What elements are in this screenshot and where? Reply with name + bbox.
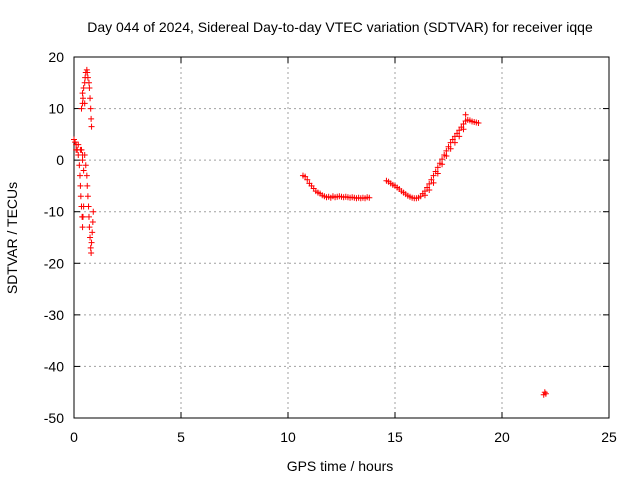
data-point (460, 121, 467, 128)
data-point (87, 244, 94, 251)
data-point (426, 180, 433, 187)
series-afternoon (383, 111, 482, 202)
data-point (542, 390, 549, 397)
data-point (77, 146, 84, 153)
data-point (82, 162, 89, 169)
x-axis-label: GPS time / hours (287, 458, 394, 474)
series-early-drop (71, 136, 97, 256)
data-point (85, 79, 92, 86)
data-point (439, 161, 446, 168)
y-tick-label: 20 (48, 49, 64, 65)
x-tick-label: 0 (70, 429, 78, 445)
plot-frame (73, 56, 610, 419)
data-point (447, 145, 454, 152)
series-outlier (540, 389, 549, 398)
data-point (84, 182, 91, 189)
data-point (79, 151, 86, 158)
data-point (434, 164, 441, 171)
data-point (84, 69, 91, 76)
y-tick-label: -10 (44, 204, 64, 220)
data-point (79, 224, 86, 231)
data-point (430, 172, 437, 179)
data-point (79, 157, 86, 164)
data-point (87, 234, 94, 241)
x-tick-label: 25 (601, 429, 617, 445)
x-tick-labels: 0 5 10 15 20 25 (70, 429, 617, 445)
data-point (87, 105, 94, 112)
data-point (86, 84, 93, 91)
data-point (426, 187, 433, 194)
data-point (443, 147, 450, 154)
series-midday (299, 172, 373, 202)
y-tick-label: -50 (44, 410, 64, 426)
data-point (84, 193, 91, 200)
axis-ticks (73, 56, 610, 419)
series-early-peak (78, 66, 95, 130)
data-point (71, 136, 77, 143)
data-point (89, 229, 96, 236)
data-point (85, 203, 92, 210)
data-point (80, 167, 87, 174)
data-point (72, 139, 79, 146)
y-tick-label: -40 (44, 358, 64, 374)
data-point (78, 105, 85, 112)
data-point (86, 224, 93, 231)
data-point (439, 156, 446, 163)
data-point (80, 84, 87, 91)
data-point (434, 170, 441, 177)
data-point (302, 173, 309, 180)
data-point (89, 219, 96, 226)
data-point (428, 176, 435, 183)
data-point (304, 176, 311, 183)
y-tick-label: 0 (56, 152, 64, 168)
data-point (88, 239, 95, 246)
y-tick-label: -30 (44, 307, 64, 323)
grid-lines (74, 57, 609, 418)
data-point (366, 194, 373, 201)
data-point (75, 141, 82, 148)
data-point (87, 95, 94, 102)
data-point (79, 213, 86, 220)
y-tick-label: -20 (44, 255, 64, 271)
data-point (460, 126, 467, 133)
data-point (456, 127, 463, 134)
data-point (77, 193, 84, 200)
data-point (443, 153, 450, 160)
x-tick-label: 20 (494, 429, 510, 445)
data-point (77, 182, 84, 189)
chart-title: Day 044 of 2024, Sidereal Day-to-day VTE… (87, 19, 593, 35)
y-tick-label: 10 (48, 101, 64, 117)
data-point (85, 213, 92, 220)
data-point (88, 123, 95, 130)
x-tick-label: 15 (387, 429, 403, 445)
data-point (456, 133, 463, 140)
data-point (83, 172, 90, 179)
data-point (76, 172, 83, 179)
data-point (421, 192, 428, 199)
data-point (90, 208, 97, 215)
data-point (76, 162, 83, 169)
y-axis-label: SDTVAR / TECUs (4, 182, 20, 294)
data-point (88, 115, 95, 122)
data-point (430, 179, 437, 186)
data-point (79, 90, 86, 97)
data-point (81, 100, 88, 107)
data-point (79, 95, 86, 102)
data-point (88, 249, 95, 256)
data-point (454, 130, 461, 137)
data-point (449, 136, 456, 143)
data-point (462, 111, 469, 118)
x-tick-label: 5 (177, 429, 185, 445)
data-points (71, 66, 549, 398)
x-tick-label: 10 (280, 429, 296, 445)
data-point (475, 120, 482, 127)
y-tick-labels: -50 -40 -30 -20 -10 0 10 20 (44, 49, 64, 426)
data-point (451, 139, 458, 146)
data-point (84, 74, 91, 81)
